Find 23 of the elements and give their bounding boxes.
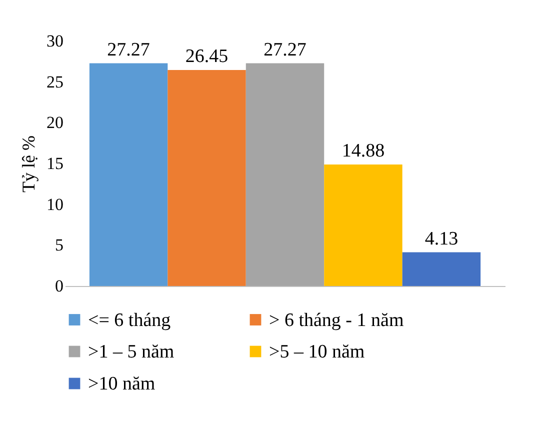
legend-label: >1 – 5 năm	[88, 342, 174, 362]
data-label: 4.13	[424, 228, 458, 250]
y-tick-label: 20	[46, 113, 64, 132]
y-tick-label: 15	[46, 154, 64, 173]
legend-label: <= 6 tháng	[88, 310, 172, 331]
bar	[168, 70, 246, 286]
y-tick-label: 0	[55, 276, 64, 296]
y-tick-label: 10	[46, 194, 64, 214]
y-tick-label: 25	[46, 72, 64, 92]
data-label: 14.88	[342, 140, 385, 162]
data-label: 27.27	[107, 39, 150, 60]
data-label: 27.27	[264, 39, 306, 60]
data-label: 26.45	[185, 46, 228, 67]
bar	[324, 164, 402, 286]
y-axis-title: Tỷ lệ %	[18, 136, 38, 192]
bar	[246, 63, 324, 286]
y-tick-label: 30	[46, 32, 64, 50]
legend-label: >5 – 10 năm	[269, 342, 365, 362]
legend-label: > 6 tháng - 1 năm	[269, 310, 404, 331]
legend-label: >10 năm	[88, 374, 156, 394]
bar	[89, 63, 168, 286]
bar	[402, 252, 481, 286]
y-tick-label: 5	[55, 236, 64, 255]
